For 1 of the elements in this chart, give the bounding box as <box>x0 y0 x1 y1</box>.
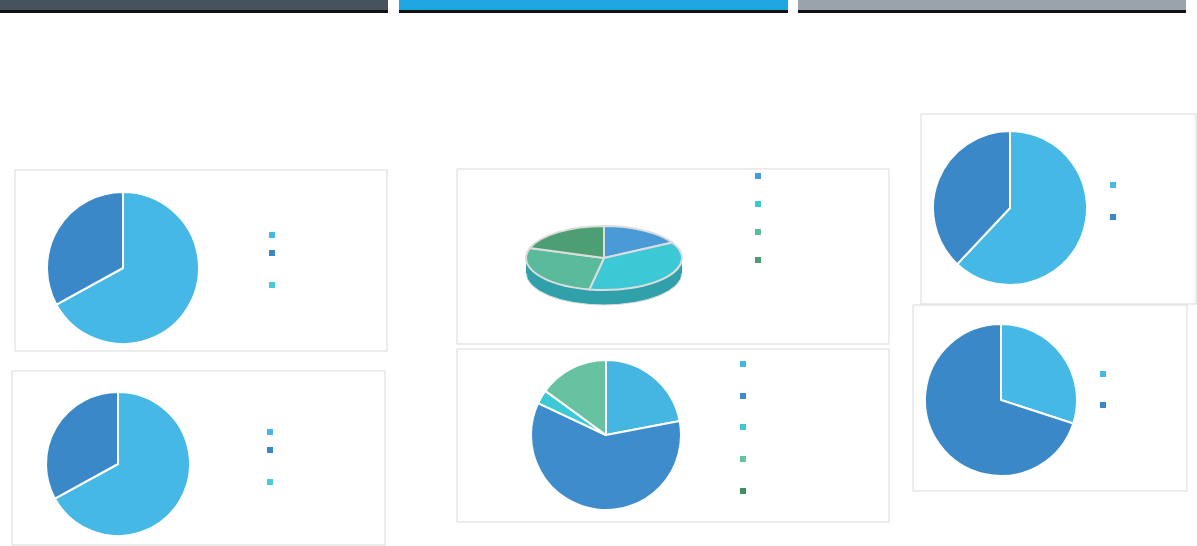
pie-slice <box>924 323 1075 477</box>
